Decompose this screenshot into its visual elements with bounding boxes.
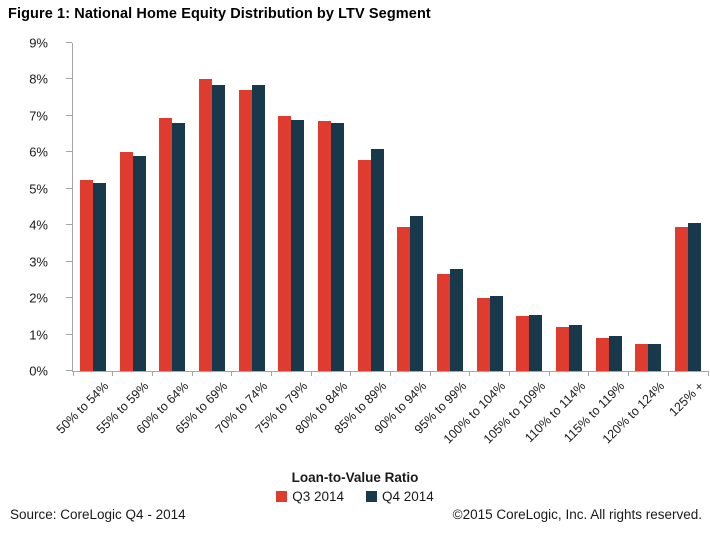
y-axis-label: 3% [29,254,48,270]
x-axis-tick [151,371,153,376]
x-axis-tick [469,371,471,376]
bar-q3-2014-115-to-119 [595,338,609,371]
x-axis-tick [429,371,431,376]
x-axis-label: 125% + [666,379,708,420]
bar-q4-2014-80-to-84 [330,123,344,371]
y-axis-label: 8% [29,71,48,87]
legend-label-q3-2014: Q3 2014 [292,489,344,504]
bar-q4-2014-95-to-99 [450,268,464,371]
bar-q4-2014-65-to-69 [211,84,225,371]
bar-q4-2014-50-to-54 [92,183,106,371]
y-axis-tick [66,224,72,226]
legend-item-q4-2014: Q4 2014 [366,489,434,504]
legend: Q3 2014 Q4 2014 [0,489,710,504]
x-axis-labels: 50% to 54% 55% to 59% 60% to 64% 65% to 69%… [54,377,708,469]
y-axis-tick [66,78,72,80]
bar-q4-2014-55-to-59 [132,155,146,371]
bar-q4-2014-75-to-79 [291,119,305,371]
bar-q3-2014-85-to-89 [357,159,371,371]
copyright-note: ©2015 CoreLogic, Inc. All rights reserve… [452,507,702,522]
bar-q4-2014-70-to-74 [251,84,265,371]
y-axis-label: 9% [29,35,48,51]
legend-item-q3-2014: Q3 2014 [276,489,344,504]
bar-q3-2014-110-to-114 [556,327,570,371]
x-axis-tick [707,371,709,376]
y-axis-label: 2% [29,290,48,306]
y-axis-tick [66,114,72,116]
y-axis-label: 0% [29,363,48,379]
bar-q3-2014-55-to-59 [119,152,133,371]
bar-q3-2014-65-to-69 [198,79,212,371]
y-axis-labels: 0% 1% 2% 3% 4% 5% 6% 7% 8% 9% [0,36,62,379]
x-axis-tick [231,371,233,376]
bar-q3-2014-70-to-74 [238,90,252,371]
x-axis-tick [191,371,193,376]
y-axis-tick [66,370,72,371]
bar-q3-2014-105-to-109 [516,316,530,371]
bar-q3-2014-100-to-104 [476,298,490,371]
y-axis-label: 6% [29,144,48,160]
x-axis-tick [548,371,550,376]
plot-area [66,42,709,376]
q4-2014-swatch-icon [366,491,377,502]
x-axis-tick [310,371,312,376]
source-note: Source: CoreLogic Q4 - 2014 [10,507,186,522]
bar-q4-2014-85-to-89 [370,148,384,371]
bar-q4-2014-90-to-94 [410,216,424,371]
x-axis-tick [72,371,74,376]
y-axis-label: 7% [29,108,48,124]
bar-q4-2014-100-to-104 [489,296,503,371]
bar-q4-2014-105-to-109 [529,314,543,371]
x-axis-tick [628,371,630,376]
y-axis-tick [66,151,72,153]
q3-2014-swatch-icon [276,491,288,502]
y-axis-tick [66,187,72,189]
y-axis-label: 5% [29,181,48,197]
bar-q3-2014-90-to-94 [397,227,411,371]
bar-q4-2014-110-to-114 [569,325,583,371]
bar-q4-2014-125 [688,223,702,371]
bar-q4-2014-115-to-119 [608,336,622,371]
bar-q3-2014-120-to-124 [635,343,649,371]
y-axis-label: 4% [29,217,48,233]
bar-q3-2014-60-to-64 [159,117,173,371]
x-axis-tick [270,371,272,376]
bar-q3-2014-75-to-79 [278,115,292,371]
x-axis-tick [588,371,590,376]
y-axis-tick [66,297,72,299]
x-axis-tick [509,371,511,376]
bar-q3-2014-125 [675,227,689,371]
y-axis-tick [66,333,72,335]
x-axis-tick [667,371,669,376]
x-axis-title: Loan-to-Value Ratio [291,470,419,485]
bar-q3-2014-50-to-54 [79,179,93,371]
bar-q4-2014-60-to-64 [172,123,186,371]
y-axis-label: 1% [29,327,48,343]
legend-label-q4-2014: Q4 2014 [382,489,434,504]
bar-q3-2014-95-to-99 [437,274,451,371]
chart-title: Figure 1: National Home Equity Distribut… [8,6,431,22]
y-axis-tick [66,260,72,262]
bar-q3-2014-80-to-84 [317,121,331,371]
footer: Source: CoreLogic Q4 - 2014 ©2015 CoreLo… [0,507,710,522]
x-axis-tick [350,371,352,376]
bar-q4-2014-120-to-124 [648,343,662,371]
x-axis-tick [112,371,114,376]
y-axis-tick [66,42,72,43]
x-axis-tick [390,371,391,376]
